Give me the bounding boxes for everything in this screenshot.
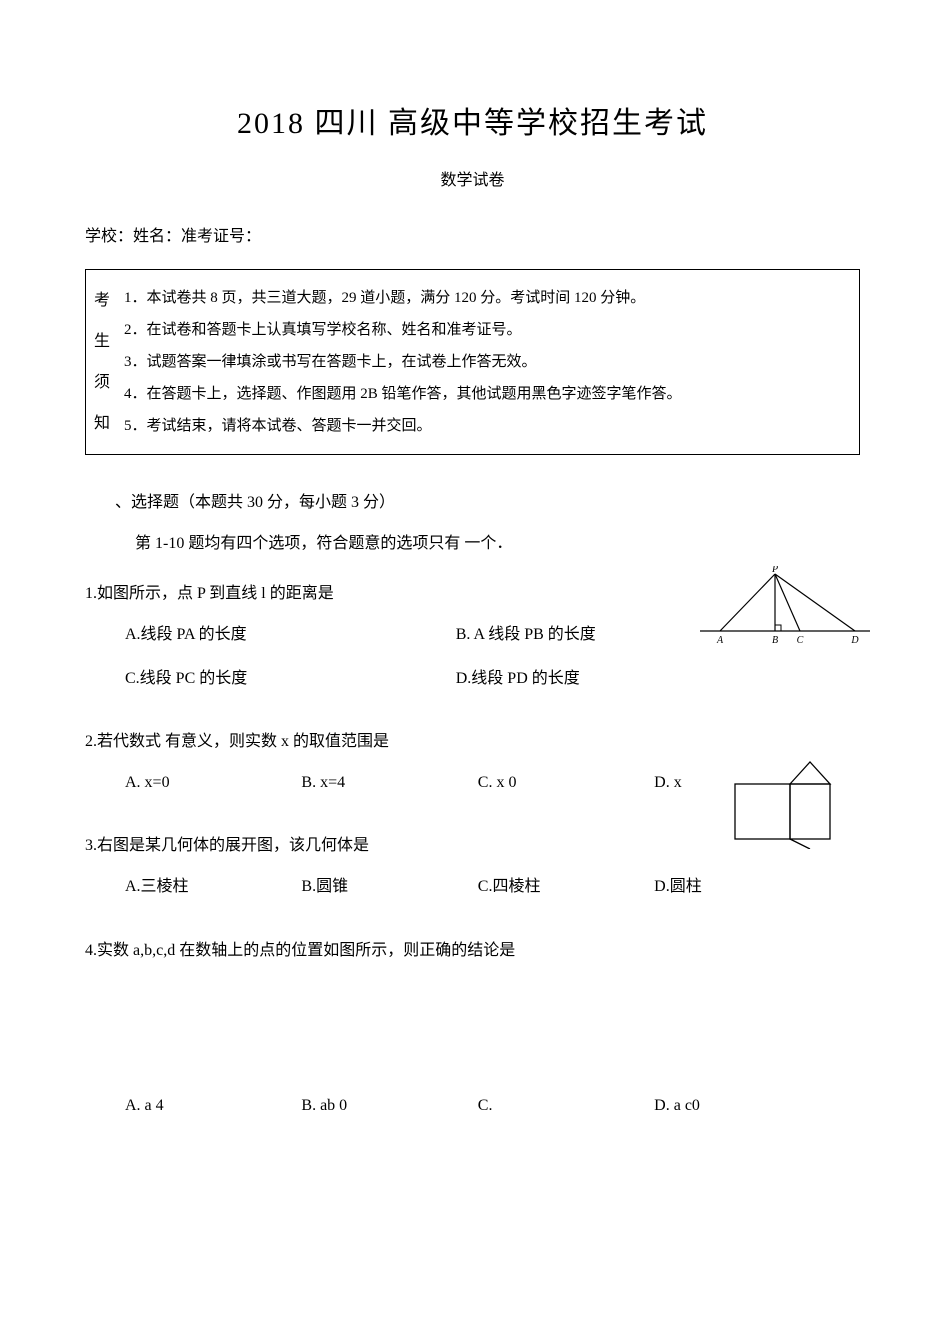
q1-opt-d: D.线段 PD 的长度 [456,666,787,692]
svg-text:A: A [716,635,724,646]
q4-opt-a: A. a 4 [125,1093,301,1119]
q1-opt-a: A.线段 PA 的长度 [125,622,456,648]
q2-opt-c: C. x 0 [478,770,654,796]
exam-title: 2018 四川 高级中等学校招生考试 [85,100,860,148]
svg-text:P: P [771,566,778,575]
svg-text:C: C [797,635,804,646]
q2-opt-b: B. x=4 [301,770,477,796]
student-info-line: 学校：姓名：准考证号： [85,224,860,250]
notice-char-4: 知 [94,411,110,437]
notice-left-label: 考 生 须 知 [86,270,118,454]
notice-char-2: 生 [94,329,110,355]
notice-item-3: 3．试题答案一律填涂或书写在答题卡上，在试卷上作答无效。 [124,350,853,374]
section-header: 、选择题（本题共 30 分，每小题 3 分） [115,490,860,516]
q4-opt-b: B. ab 0 [301,1093,477,1119]
q3-options: A.三棱柱 B.圆锥 C.四棱柱 D.圆柱 [125,874,860,918]
q3-opt-a: A.三棱柱 [125,874,301,900]
exam-subtitle: 数学试卷 [85,168,860,194]
q3-opt-c: C.四棱柱 [478,874,654,900]
figure-q1-triangle: P A B C D [700,566,870,646]
question-4: 4.实数 a,b,c,d 在数轴上的点的位置如图所示，则正确的结论是 [85,938,860,964]
q4-opt-c: C. [478,1093,654,1119]
notice-box: 考 生 须 知 1．本试卷共 8 页，共三道大题，29 道小题，满分 120 分… [85,269,860,455]
q3-opt-d: D.圆柱 [654,874,830,900]
q1-opt-c: C.线段 PC 的长度 [125,666,456,692]
notice-item-1: 1．本试卷共 8 页，共三道大题，29 道小题，满分 120 分。考试时间 12… [124,286,853,310]
svg-text:B: B [772,635,778,646]
notice-item-5: 5．考试结束，请将本试卷、答题卡一并交回。 [124,414,853,438]
q4-options: A. a 4 B. ab 0 C. D. a c0 [125,1093,860,1137]
figure-q4-placeholder [85,978,860,1078]
q4-opt-d: D. a c0 [654,1093,830,1119]
question-3: 3.右图是某几何体的展开图，该几何体是 [85,833,860,859]
question-2: 2.若代数式 有意义，则实数 x 的取值范围是 [85,729,860,755]
notice-item-4: 4．在答题卡上，选择题、作图题用 2B 铅笔作答，其他试题用黑色字迹签字笔作答。 [124,382,853,406]
q3-opt-b: B.圆锥 [301,874,477,900]
notice-char-1: 考 [94,288,110,314]
svg-text:D: D [850,635,859,646]
notice-content: 1．本试卷共 8 页，共三道大题，29 道小题，满分 120 分。考试时间 12… [118,270,859,454]
notice-item-2: 2．在试卷和答题卡上认真填写学校名称、姓名和准考证号。 [124,318,853,342]
notice-char-3: 须 [94,370,110,396]
q2-opt-a: A. x=0 [125,770,301,796]
section-sub: 第 1-10 题均有四个选项，符合题意的选项只有 一个． [135,531,860,557]
